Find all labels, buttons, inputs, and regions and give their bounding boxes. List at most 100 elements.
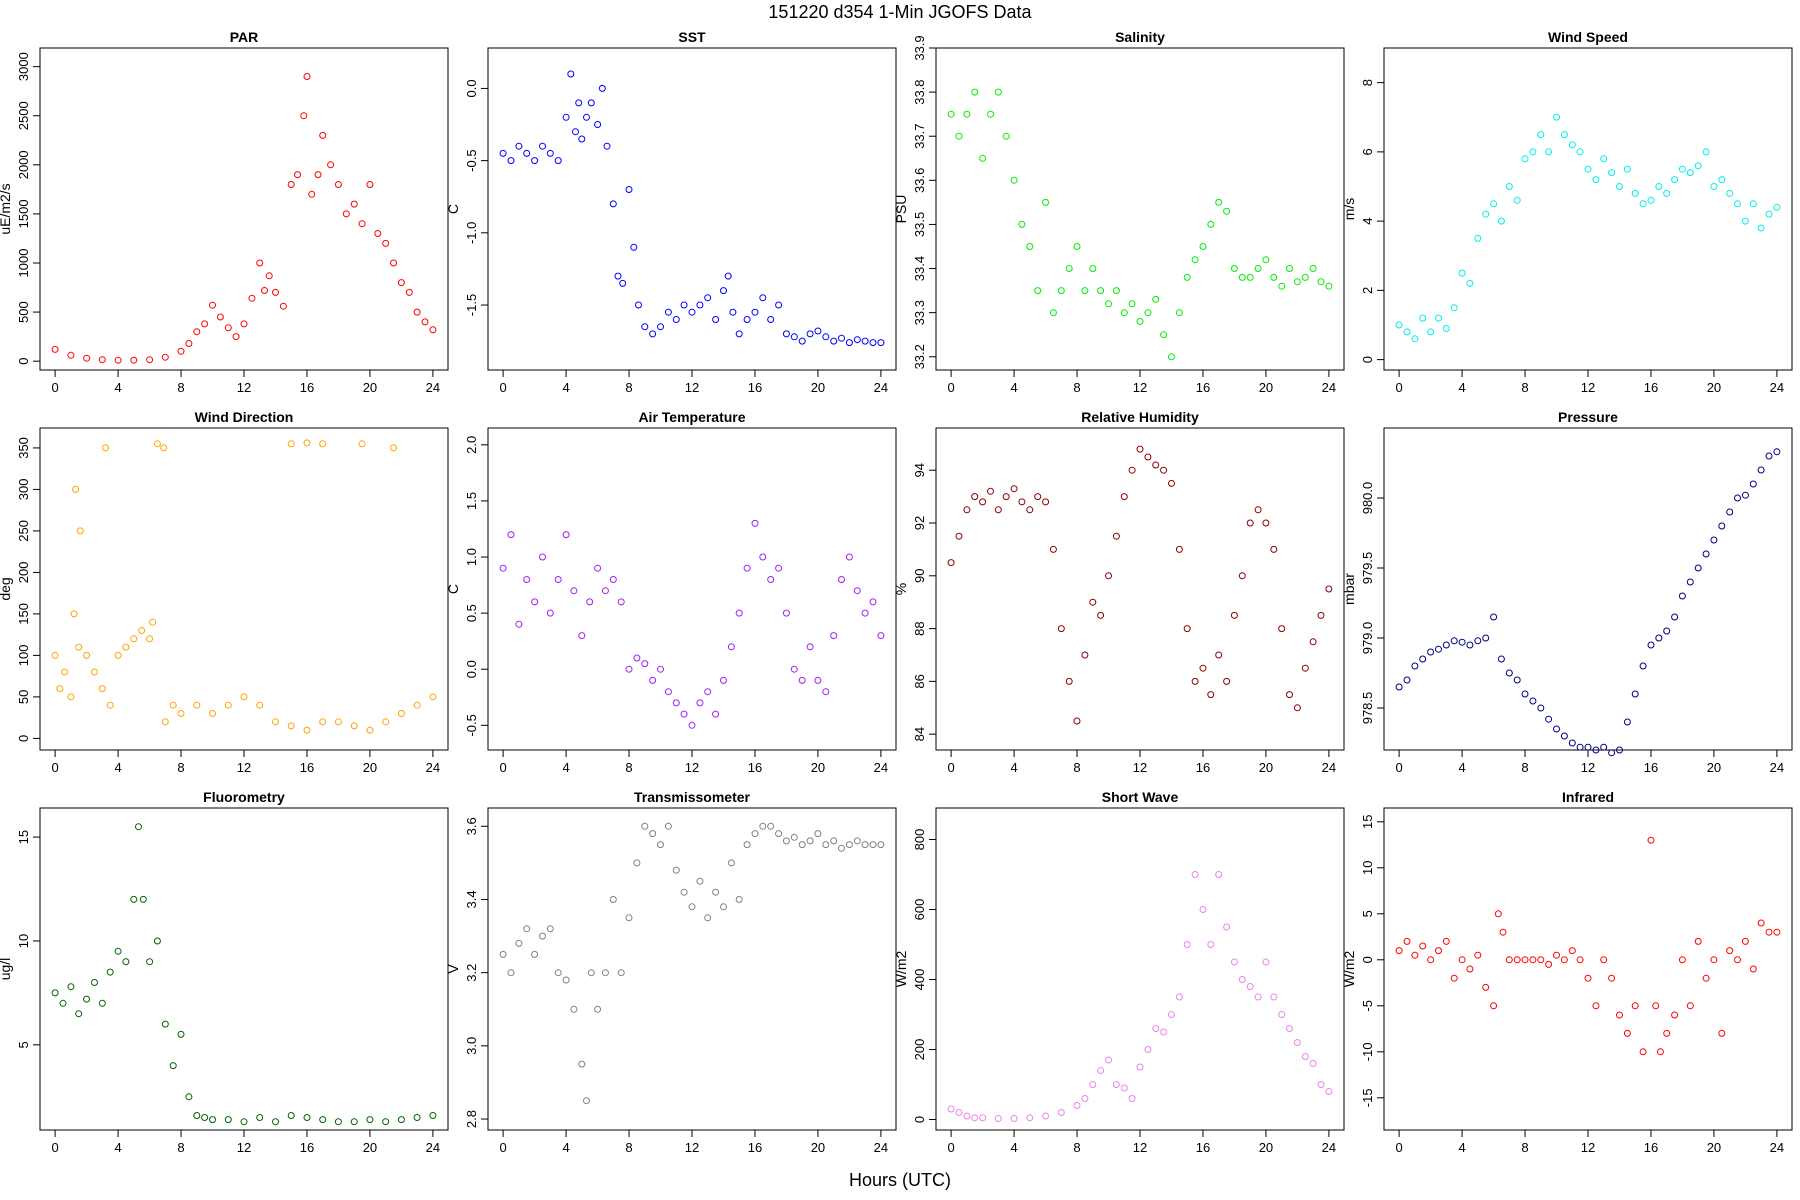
data-point (586, 598, 594, 606)
y-tick-label: 15 (1360, 815, 1375, 829)
data-point (1694, 162, 1702, 170)
data-point (1278, 282, 1286, 290)
data-point (1081, 287, 1089, 295)
data-point (1199, 906, 1207, 913)
data-point (672, 866, 680, 874)
data-point (1002, 493, 1010, 501)
data-point (712, 888, 720, 896)
data-point (554, 576, 562, 583)
y-tick-label: 350 (16, 437, 31, 459)
data-point (1576, 956, 1584, 964)
data-point (279, 302, 287, 310)
data-point (594, 121, 602, 128)
x-tick-label: 0 (51, 1140, 58, 1155)
data-point (421, 318, 429, 326)
data-point (515, 142, 523, 150)
x-tick-label: 0 (499, 760, 506, 775)
x-tick-label: 8 (177, 760, 184, 775)
data-point (630, 243, 638, 251)
panel-infrared: Infrared 0 4 8 12 16 20 24 -15 -10 -5 0 5 10 15 W/m2 (1341, 789, 1793, 1155)
data-point (570, 1005, 578, 1013)
data-point (98, 356, 106, 364)
data-point (1065, 677, 1073, 685)
data-point (554, 157, 562, 165)
y-tick-label: 500 (16, 301, 31, 323)
data-point (1395, 683, 1403, 691)
plot-frame (39, 427, 449, 751)
data-point (1215, 871, 1223, 878)
data-point (1671, 613, 1679, 621)
data-point (987, 487, 994, 495)
plot-frame (1383, 47, 1793, 371)
y-tick-label: 4 (1360, 218, 1375, 225)
data-point (130, 356, 138, 364)
data-point (1120, 1084, 1128, 1092)
data-point (971, 88, 979, 96)
data-point (830, 337, 838, 345)
data-point (603, 142, 611, 150)
data-point (169, 1062, 177, 1070)
x-tick-label: 8 (625, 760, 632, 775)
data-point (806, 643, 814, 651)
data-point (382, 239, 390, 247)
data-point (704, 294, 712, 302)
data-point (1537, 704, 1545, 712)
data-point (963, 110, 971, 118)
x-tick-label: 8 (1073, 1140, 1080, 1155)
y-axis-label: C (445, 204, 461, 214)
data-point (106, 968, 114, 976)
data-point (562, 976, 570, 984)
x-tick-label: 16 (300, 760, 314, 775)
data-point (1741, 217, 1749, 225)
data-point (1435, 947, 1442, 955)
data-point (75, 643, 83, 651)
y-tick-label: -0.5 (464, 149, 479, 171)
data-point (56, 685, 64, 693)
data-point (1325, 282, 1333, 290)
x-tick-label: 0 (1395, 760, 1402, 775)
data-point (1317, 611, 1325, 619)
data-point (1647, 196, 1655, 204)
series-points (51, 439, 437, 734)
data-point (578, 135, 586, 143)
data-point (1482, 983, 1490, 991)
x-tick-label: 8 (1073, 380, 1080, 395)
data-point (609, 896, 617, 903)
y-tick-label: 300 (16, 479, 31, 501)
data-point (1560, 131, 1568, 139)
y-tick-label: 0 (1360, 356, 1375, 363)
data-point (1442, 641, 1450, 649)
data-point (609, 576, 617, 583)
data-point (554, 969, 562, 977)
data-point (562, 531, 570, 539)
data-point (1450, 304, 1458, 312)
data-point (1049, 309, 1057, 317)
x-tick-label: 8 (625, 1140, 632, 1155)
data-point (287, 1112, 295, 1119)
data-point (853, 587, 861, 595)
data-point (209, 1116, 216, 1124)
data-point (75, 1010, 83, 1018)
panel-title: Relative Humidity (1081, 409, 1199, 425)
data-point (300, 112, 308, 120)
data-point (1686, 169, 1694, 177)
data-point (83, 995, 91, 1003)
x-tick-label: 4 (1458, 1140, 1465, 1155)
data-point (1215, 651, 1223, 659)
data-point (578, 1060, 586, 1068)
data-point (767, 822, 775, 830)
data-point (1175, 993, 1183, 1001)
data-point (1537, 131, 1545, 139)
data-point (696, 301, 704, 309)
data-point (609, 200, 617, 208)
data-point (1726, 508, 1734, 516)
data-point (614, 272, 622, 280)
x-tick-label: 0 (499, 1140, 506, 1155)
data-point (413, 1114, 421, 1121)
data-point (724, 272, 732, 280)
y-axis-label: uE/m2/s (0, 183, 13, 234)
x-tick-label: 24 (874, 380, 888, 395)
data-point (649, 676, 657, 684)
data-point (135, 823, 142, 831)
data-point (1191, 256, 1199, 264)
